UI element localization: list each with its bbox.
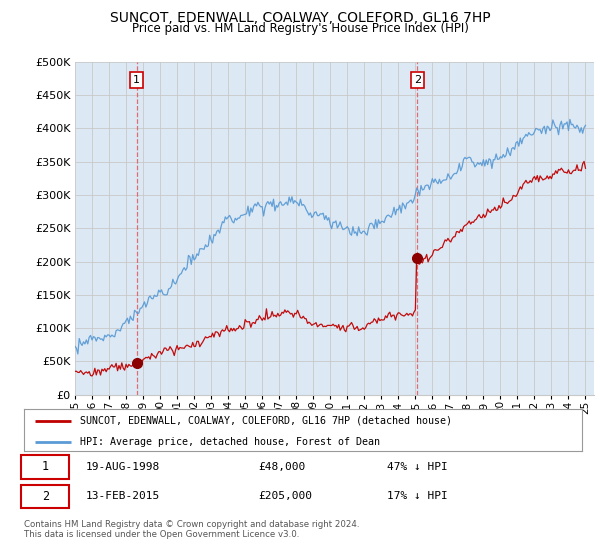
Text: SUNCOT, EDENWALL, COALWAY, COLEFORD, GL16 7HP: SUNCOT, EDENWALL, COALWAY, COLEFORD, GL1… — [110, 11, 490, 25]
Text: SUNCOT, EDENWALL, COALWAY, COLEFORD, GL16 7HP (detached house): SUNCOT, EDENWALL, COALWAY, COLEFORD, GL1… — [80, 416, 452, 426]
Text: 2: 2 — [414, 75, 421, 85]
FancyBboxPatch shape — [21, 484, 68, 508]
Text: 17% ↓ HPI: 17% ↓ HPI — [387, 491, 448, 501]
Text: £48,000: £48,000 — [259, 462, 305, 472]
Text: Contains HM Land Registry data © Crown copyright and database right 2024.
This d: Contains HM Land Registry data © Crown c… — [24, 520, 359, 539]
Text: Price paid vs. HM Land Registry's House Price Index (HPI): Price paid vs. HM Land Registry's House … — [131, 22, 469, 35]
Text: £205,000: £205,000 — [259, 491, 313, 501]
Text: 1: 1 — [41, 460, 49, 473]
Text: 13-FEB-2015: 13-FEB-2015 — [85, 491, 160, 501]
Text: HPI: Average price, detached house, Forest of Dean: HPI: Average price, detached house, Fore… — [80, 437, 380, 446]
Text: 19-AUG-1998: 19-AUG-1998 — [85, 462, 160, 472]
Text: 47% ↓ HPI: 47% ↓ HPI — [387, 462, 448, 472]
FancyBboxPatch shape — [21, 455, 68, 479]
Text: 2: 2 — [41, 490, 49, 503]
Text: 1: 1 — [133, 75, 140, 85]
